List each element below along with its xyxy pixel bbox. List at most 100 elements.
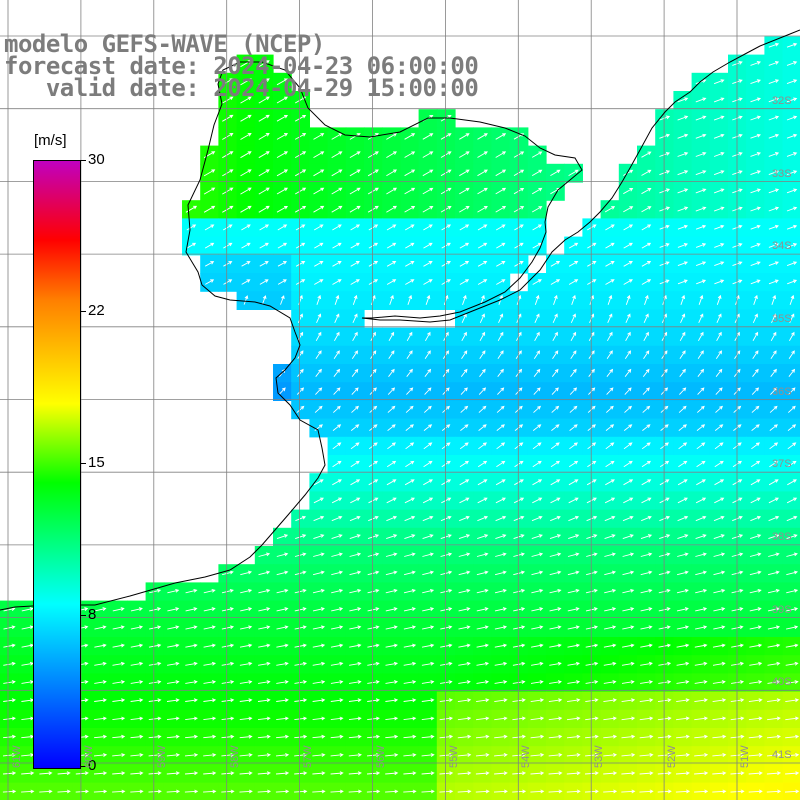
wind-arrow [640, 643, 653, 648]
wind-arrow [405, 442, 415, 450]
wind-arrow [676, 607, 689, 612]
wind-arrow [405, 460, 415, 468]
wind-arrow [752, 313, 758, 323]
wind-arrow [478, 387, 487, 395]
wind-arrow [367, 661, 380, 666]
wind-arrow [297, 331, 304, 342]
wind-arrow [258, 151, 270, 159]
wind-arrow [166, 771, 180, 776]
wind-arrow [495, 224, 506, 231]
wind-arrow [551, 405, 560, 413]
wind-arrow [148, 716, 162, 721]
wind-arrow [296, 405, 305, 413]
wind-arrow [276, 96, 289, 104]
wind-arrow [458, 588, 471, 594]
wind-arrow [404, 206, 416, 213]
wind-arrow [425, 331, 431, 342]
wind-arrow [677, 151, 689, 157]
wind-arrow [603, 716, 617, 721]
wind-arrow [459, 497, 470, 504]
wind-arrow [386, 261, 397, 267]
wind-arrow [130, 789, 144, 794]
wind-arrow [280, 295, 285, 305]
wind-arrow [112, 789, 126, 794]
wind-arrow [789, 331, 795, 342]
wind-arrow [713, 206, 725, 212]
lon-label: 59W [156, 745, 168, 768]
wind-arrow [605, 279, 615, 285]
wind-arrow [350, 261, 360, 267]
wind-arrow [387, 442, 396, 450]
wind-arrow [313, 133, 325, 140]
wind-arrow [203, 698, 217, 703]
wind-arrow [475, 789, 490, 794]
wind-arrow [549, 570, 562, 576]
wind-arrow [240, 588, 253, 594]
wind-arrow [351, 350, 359, 360]
wind-arrow [550, 460, 560, 468]
wind-arrow [513, 625, 526, 630]
wind-arrow [314, 405, 323, 413]
wind-arrow [459, 460, 469, 468]
wind-arrow [350, 479, 361, 486]
wind-arrow [239, 661, 253, 666]
wind-arrow [532, 497, 543, 504]
wind-arrow [294, 133, 307, 140]
wind-arrow [532, 242, 542, 249]
wind-arrow [566, 771, 581, 776]
wind-arrow [749, 680, 763, 684]
wind-arrow [677, 497, 688, 504]
wind-arrow [331, 205, 343, 213]
wind-arrow [771, 313, 777, 323]
wind-arrow [787, 405, 796, 413]
wind-arrow [770, 387, 778, 395]
wind-arrow [641, 479, 652, 486]
wind-arrow [240, 78, 252, 86]
wind-arrow [312, 734, 326, 739]
wind-arrow [276, 607, 289, 612]
wind-arrow [494, 698, 508, 703]
wind-arrow [714, 224, 725, 230]
wind-arrow [130, 771, 144, 776]
wind-arrow [457, 734, 472, 739]
wind-arrow [770, 350, 777, 360]
wind-arrow [440, 570, 453, 576]
wind-arrow [623, 188, 634, 195]
wind-arrow [2, 753, 17, 757]
wind-arrow [332, 460, 342, 468]
wind-arrow [367, 607, 380, 612]
wind-arrow [457, 752, 472, 757]
wind-arrow [348, 716, 362, 721]
wind-arrow [786, 625, 799, 630]
wind-arrow [440, 680, 453, 684]
wind-arrow [240, 205, 252, 213]
wind-arrow [512, 752, 527, 757]
wind-arrow [768, 115, 780, 121]
wind-arrow [367, 680, 380, 684]
wind-arrow [639, 789, 654, 794]
wind-arrow [496, 261, 506, 267]
wind-arrow [457, 789, 472, 794]
wind-arrow [677, 170, 689, 176]
wind-arrow [405, 424, 414, 431]
wind-arrow [186, 224, 197, 231]
wind-arrow [786, 570, 799, 576]
wind-arrow [531, 169, 543, 176]
wind-arrow [696, 460, 706, 468]
wind-arrow [516, 313, 522, 323]
wind-arrow [605, 242, 615, 249]
wind-arrow [312, 588, 325, 594]
wind-arrow [785, 680, 799, 684]
wind-arrow [566, 752, 581, 757]
wind-arrow [277, 242, 288, 249]
wind-arrow [421, 734, 435, 739]
wind-arrow [716, 294, 722, 305]
wind-arrow [476, 680, 490, 684]
wind-arrow [439, 771, 454, 776]
wind-arrow [241, 242, 251, 249]
wind-arrow [385, 753, 399, 757]
wind-arrow [568, 261, 579, 267]
wind-arrow [313, 169, 325, 177]
wind-arrow [566, 789, 581, 794]
